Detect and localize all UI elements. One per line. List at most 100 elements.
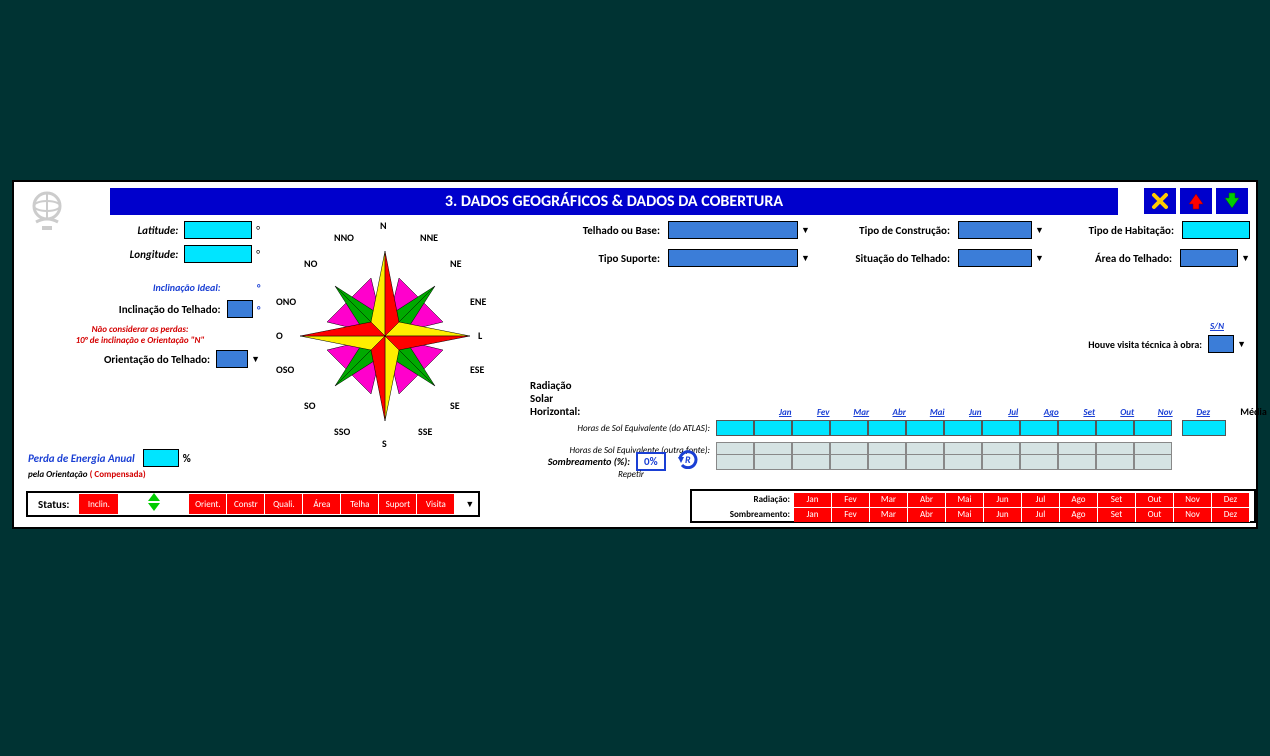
perda-sub-a: pela Orientação [28,469,88,480]
sombreamento-month-cell[interactable] [1096,454,1134,470]
rad-status-month: Nov [1174,508,1212,522]
atlas-month-cell[interactable] [1020,420,1058,436]
tipo-suporte-label: Tipo Suporte: [530,252,660,265]
telhado-label: Telhado ou Base: [530,224,660,237]
atlas-month-cell[interactable] [1058,420,1096,436]
status-item: Constr [227,494,265,514]
status-item: Área [303,494,341,514]
sombreamento-month-cell[interactable] [1020,454,1058,470]
nav-down-button[interactable] [1216,188,1248,214]
dropdown-icon[interactable]: ▼ [465,499,474,510]
dropdown-icon: ▼ [1241,253,1250,264]
sombreamento-month-cell[interactable] [868,454,906,470]
inclinacao-telhado-label: Inclinação do Telhado: [119,303,221,316]
situacao-telhado-dropdown[interactable] [958,249,1032,267]
compass-nno: NNO [334,231,354,244]
month-header: Out [1108,407,1146,418]
month-header: Jan [766,407,804,418]
rad-status-month: Fev [832,493,870,507]
inclinacao-telhado-input[interactable] [227,300,253,318]
compass-o: O [276,329,283,342]
rad-status-month: Nov [1174,493,1212,507]
perda-label: Perda de Energia Anual [28,452,135,465]
rad-status-month: Abr [908,508,946,522]
atlas-month-cell[interactable] [868,420,906,436]
sort-icon[interactable] [147,492,161,517]
perda-value [143,449,179,467]
main-panel: 3. DADOS GEOGRÁFICOS & DADOS DA COBERTUR… [12,180,1258,529]
telhado-dropdown[interactable] [668,221,798,239]
sombreamento-month-cell[interactable] [716,454,754,470]
close-button[interactable] [1144,188,1176,214]
sombreamento-month-cell[interactable] [1134,454,1172,470]
dropdown-icon: ▼ [1035,253,1044,264]
degree-symbol: ° [256,248,260,261]
tipo-construcao-label: Tipo de Construção: [830,224,950,237]
compass-so: SO [304,399,316,412]
media-value [1182,420,1226,436]
media-label: Média [1240,405,1267,418]
repeat-button[interactable]: R [676,449,700,474]
month-header: Mar [842,407,880,418]
atlas-month-cell[interactable] [906,420,944,436]
atlas-month-cell[interactable] [982,420,1020,436]
rad-status-month: Jul [1022,508,1060,522]
compass-n: N [380,219,387,232]
orientacao-telhado-label: Orientação do Telhado: [104,353,210,366]
sombreamento-month-cell[interactable] [1058,454,1096,470]
latitude-label: Latitude: [138,224,179,237]
perda-sub-b: ( Compensada) [90,469,146,480]
tipo-construcao-dropdown[interactable] [958,221,1032,239]
month-header: Nov [1146,407,1184,418]
rad-status-month: Ago [1060,493,1098,507]
svg-text:R: R [685,453,691,466]
tipo-suporte-dropdown[interactable] [668,249,798,267]
sombreamento-month-cell[interactable] [792,454,830,470]
tipo-habitacao-label: Tipo de Habitação: [1064,224,1174,237]
rad-status-month: Jul [1022,493,1060,507]
nav-up-button[interactable] [1180,188,1212,214]
longitude-label: Longitude: [130,248,179,261]
atlas-month-cell[interactable] [1096,420,1134,436]
percent-symbol: % [183,452,191,465]
tipo-habitacao-input[interactable] [1182,221,1250,239]
rad-status-month: Mar [870,508,908,522]
status-item: Visita [417,494,455,514]
rad-status-month: Dez [1212,493,1250,507]
degree-marker: ° [257,281,260,294]
atlas-month-cell[interactable] [716,420,754,436]
atlas-month-cell[interactable] [754,420,792,436]
latitude-input[interactable] [184,221,252,239]
compass-rose: N NNE NE ENE L ESE SE SSE S SSO SO OSO O… [270,221,500,451]
month-header: Set [1070,407,1108,418]
month-header: Fev [804,407,842,418]
rad-status-month: Jun [984,493,1022,507]
longitude-input[interactable] [184,245,252,263]
sombreamento-month-cell[interactable] [754,454,792,470]
atlas-month-cell[interactable] [1134,420,1172,436]
atlas-month-cell[interactable] [830,420,868,436]
atlas-month-cell[interactable] [792,420,830,436]
compass-l: L [478,329,482,342]
compass-s: S [382,437,387,450]
area-telhado-dropdown[interactable] [1180,249,1238,267]
compass-sso: SSO [334,425,350,438]
rad-status-month: Out [1136,508,1174,522]
atlas-month-cell[interactable] [944,420,982,436]
rad-status-month: Set [1098,508,1136,522]
sombreamento-month-cell[interactable] [944,454,982,470]
status-item: Orient. [189,494,227,514]
radiation-status: Radiação: JanFevMarAbrMaiJunJulAgoSetOut… [690,489,1256,523]
month-headers: JanFevMarAbrMaiJunJulAgoSetOutNovDez [766,407,1222,418]
visita-dropdown[interactable] [1208,335,1234,353]
dropdown-icon: ▼ [801,225,810,236]
sombreamento-status-label: Sombreamento: [696,509,790,520]
rad-status-month: Mai [946,508,984,522]
rad-status-month: Fev [832,508,870,522]
sombreamento-month-cell[interactable] [830,454,868,470]
sombreamento-month-cell[interactable] [906,454,944,470]
sombreamento-month-cell[interactable] [982,454,1020,470]
rad-status-month: Abr [908,493,946,507]
rad-status-month: Jan [794,493,832,507]
orientacao-telhado-dropdown[interactable] [216,350,248,368]
